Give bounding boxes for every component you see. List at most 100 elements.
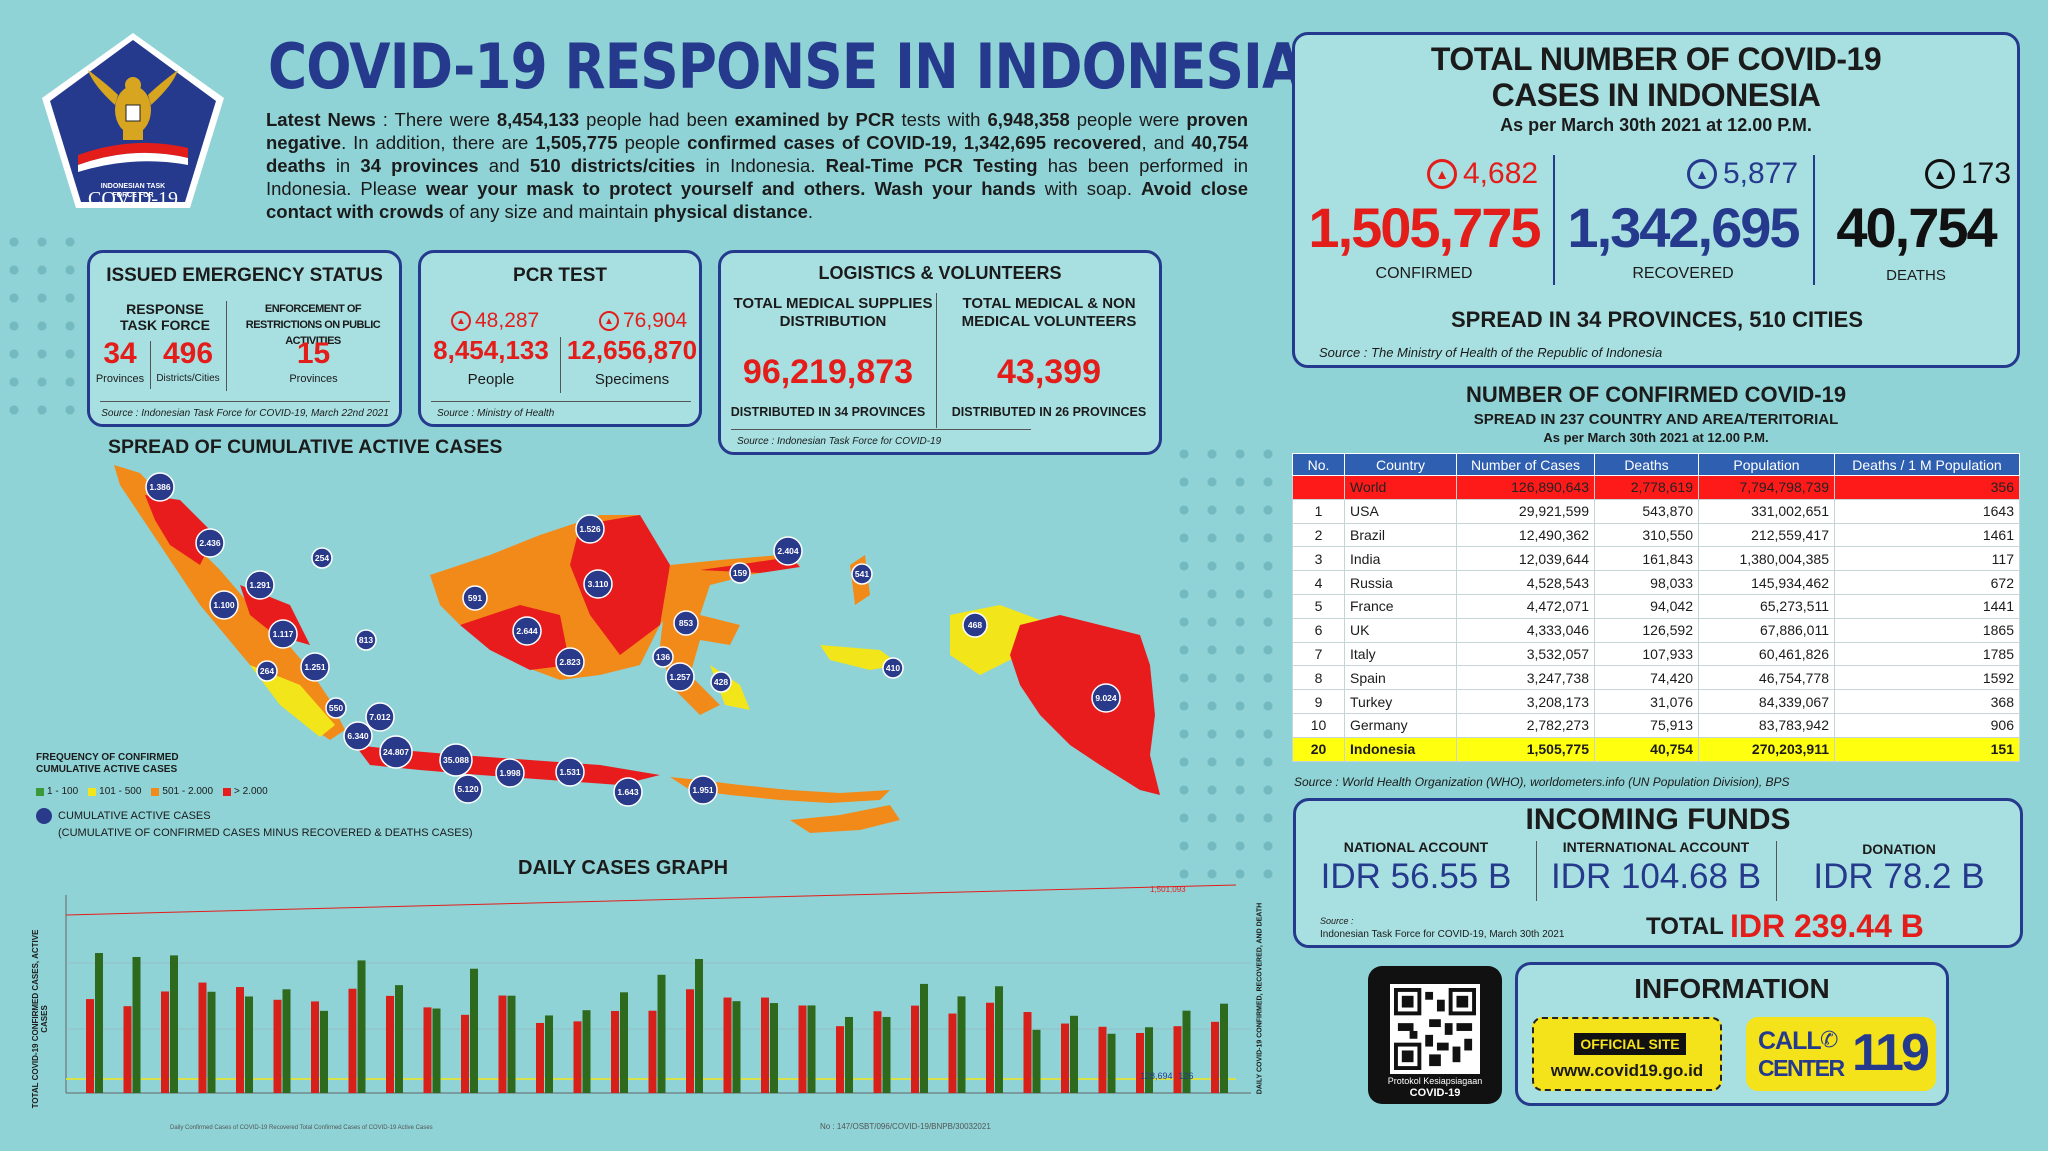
cell: World	[1344, 475, 1457, 500]
bubble-label: 7.012	[369, 712, 391, 722]
confirmed-bar	[423, 1007, 432, 1093]
confirmed-bar	[1173, 1026, 1182, 1093]
confirmed-bar	[986, 1002, 994, 1093]
circle-legend-sub: (CUMULATIVE OF CONFIRMED CASES MINUS REC…	[58, 827, 473, 839]
legend-item: 501 - 2.000	[151, 786, 213, 797]
graph-end-label: 128,694 126	[1140, 1071, 1194, 1081]
official-site-url[interactable]: www.covid19.go.id	[1550, 1061, 1704, 1080]
bubble-label: 2.644	[516, 626, 538, 636]
recovered-bar	[882, 1016, 891, 1093]
bubble-label: 428	[714, 677, 728, 687]
pcr-specimen-value: 12,656,870	[566, 335, 698, 365]
bubble-label: 1.386	[149, 482, 171, 492]
confirmed-value: 1,505,775	[1308, 196, 1541, 259]
bubble-label: 1.526	[579, 524, 601, 534]
latest-news: Latest News : There were 8,454,133 peopl…	[266, 109, 1249, 222]
official-site-badge[interactable]: OFFICIAL SITE www.covid19.go.id	[1532, 1017, 1722, 1091]
cell: 7	[1292, 641, 1345, 667]
confirmed-bar	[198, 982, 207, 1093]
info-title: INFORMATION	[1634, 973, 1830, 1004]
cell: 161,843	[1594, 546, 1699, 572]
bubble-label: 1.100	[213, 600, 235, 610]
official-site-label: OFFICIAL SITE	[1574, 1033, 1686, 1055]
cell: 46,754,778	[1698, 665, 1835, 691]
restrictions-label: ENFORCEMENT OF RESTRICTIONS ON PUBLIC AC…	[245, 303, 381, 347]
logistics-panel: LOGISTICS & VOLUNTEERS TOTAL MEDICAL SUP…	[718, 250, 1162, 455]
donation-label: DONATION	[1862, 841, 1936, 857]
confirmed-delta: ▲ 4,682	[1427, 157, 1538, 191]
funds-source-label: Source :	[1320, 916, 1354, 926]
confirmed-bar	[236, 987, 244, 1093]
qr-caption-1: Protokol Kesiapsiagaan	[1387, 1076, 1483, 1086]
confirmed-bar	[1098, 1026, 1107, 1093]
world-source: Source : World Health Organization (WHO)…	[1294, 775, 1790, 789]
qr-card[interactable]: Protokol Kesiapsiagaan COVID-19	[1368, 966, 1502, 1104]
qr-caption-2: COVID-19	[1409, 1087, 1461, 1099]
international-label: INTERNATIONAL ACCOUNT	[1562, 839, 1750, 855]
call-label-1: CALL	[1758, 1027, 1822, 1055]
total-source: Source : The Ministry of Health of the R…	[1319, 345, 1663, 360]
funds-source: Indonesian Task Force for COVID-19, Marc…	[1320, 929, 1565, 940]
header-deaths-per-million: Deaths / 1 M Population	[1834, 453, 2020, 476]
cell: 65,273,511	[1698, 593, 1835, 619]
map-title: SPREAD OF CUMULATIVE ACTIVE CASES	[108, 436, 503, 458]
bubble-label: 2.404	[777, 546, 799, 556]
funds-title: INCOMING FUNDS	[1525, 803, 1791, 836]
papua	[1010, 615, 1160, 795]
pcr-people-label: People	[467, 371, 515, 388]
table-row: 6 UK 4,333,046 126,592 67,886,011 1865	[1292, 617, 2020, 643]
confirmed-bar	[86, 999, 94, 1093]
bubble-label: 853	[679, 618, 693, 628]
cell: France	[1344, 593, 1457, 619]
circle-legend: CUMULATIVE ACTIVE CASES	[36, 808, 211, 824]
volunteers-value: 43,399	[997, 353, 1101, 391]
confirmed-bar	[948, 1013, 957, 1093]
divider	[1776, 841, 1777, 901]
recovered-bar	[95, 953, 103, 1093]
confirmed-bar	[573, 1021, 582, 1093]
cell: 98,033	[1594, 570, 1699, 595]
recovered-bar	[1032, 1029, 1041, 1093]
confirmed-bar	[161, 991, 169, 1093]
total-title-1: TOTAL NUMBER OF COVID-19	[1430, 41, 1882, 77]
task-force-logo: INDONESIAN TASK FORCE FOR COVID-19	[38, 30, 228, 215]
cell: 212,559,417	[1698, 522, 1835, 548]
cell: 4,528,543	[1456, 570, 1595, 595]
emergency-title: ISSUED EMERGENCY STATUS	[106, 265, 383, 286]
specimen-delta: ▲ 76,904	[599, 309, 709, 333]
cell: 12,039,644	[1456, 546, 1595, 572]
bubble-label: 813	[359, 635, 373, 645]
map-legend: 1 - 100 101 - 500 501 - 2.000 > 2.000	[36, 786, 268, 797]
header-cases: Number of Cases	[1456, 453, 1595, 476]
sulawesi-north	[700, 557, 800, 573]
bubble-label: 264	[260, 666, 274, 676]
call-center-badge[interactable]: CALL ✆ CENTER 119	[1746, 1017, 1936, 1091]
bubble-label: 3.110	[588, 579, 609, 589]
cell: UK	[1344, 617, 1457, 643]
logo-covid-text: COVID-19	[88, 188, 178, 210]
country-table: No. Country Number of Cases Deaths Popul…	[1292, 453, 2020, 762]
cell: 356	[1834, 475, 2020, 500]
table-row: 4 Russia 4,528,543 98,033 145,934,462 672	[1292, 570, 2020, 595]
graph-ylabel-right: DAILY COVID-19 CONFIRMED, RECOVERED, AND…	[1256, 902, 1264, 1095]
world-as-per: As per March 30th 2021 at 12.00 P.M.	[1543, 430, 1769, 445]
bubble-label: 1.257	[669, 672, 691, 682]
cell: 126,592	[1594, 617, 1699, 643]
logistics-source: Source : Indonesian Task Force for COVID…	[737, 436, 942, 447]
bubble-label: 136	[656, 652, 670, 662]
circle-legend-icon	[36, 808, 52, 824]
call-number: 119	[1852, 1024, 1930, 1082]
cell: 67,886,011	[1698, 617, 1835, 643]
qr-code	[1390, 984, 1480, 1074]
doc-number: No : 147/OSBT/096/COVID-19/BNPB/30032021	[820, 1122, 991, 1131]
deaths-value: 40,754	[1836, 196, 1997, 259]
recovered-value: 1,342,695	[1567, 196, 1800, 259]
bubble-label: 159	[733, 568, 747, 578]
confirmed-bar	[611, 1010, 619, 1093]
cell: 10	[1292, 712, 1345, 738]
cell: India	[1344, 546, 1457, 572]
funds-total-label: TOTAL	[1646, 913, 1724, 940]
divider	[226, 301, 227, 391]
header-country: Country	[1344, 453, 1457, 476]
bubble-label: 5.120	[457, 784, 479, 794]
